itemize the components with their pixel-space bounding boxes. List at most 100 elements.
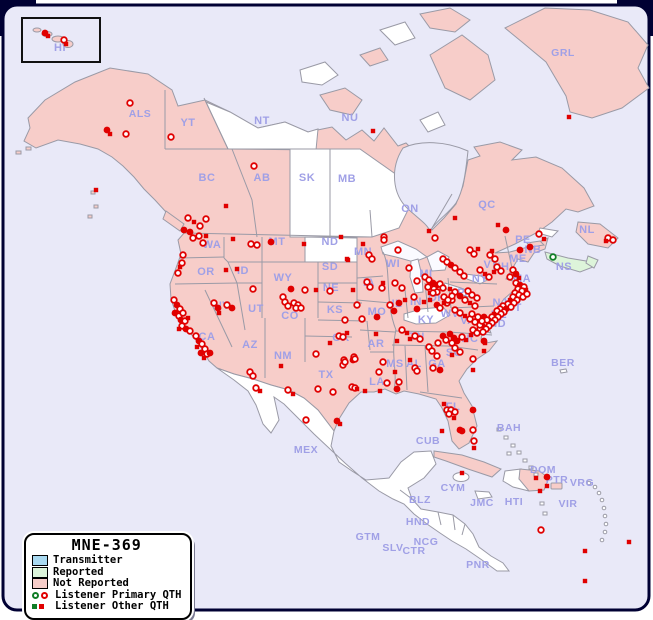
listener-primary-qth-marker xyxy=(122,130,130,138)
region-label-pe: PE xyxy=(515,234,531,246)
listener-primary-qth-marker xyxy=(537,526,545,534)
listener-other-qth-marker xyxy=(516,275,522,281)
listener-other-qth-marker xyxy=(544,483,550,489)
listener-primary-qth-marker xyxy=(395,378,403,386)
arctic-island xyxy=(419,111,446,133)
region-greenland xyxy=(504,7,650,119)
listener-primary-qth-marker xyxy=(170,296,178,304)
legend-row: Reported xyxy=(32,565,181,579)
region-label-mo: MO xyxy=(368,306,387,318)
listener-primary-qth-marker xyxy=(386,301,394,309)
listener-primary-qth-marker xyxy=(247,240,255,248)
listener-other-qth-marker xyxy=(290,391,296,397)
listener-other-qth-marker xyxy=(107,131,113,137)
listener-primary-qth-marker xyxy=(429,289,437,297)
listener-primary-qth-marker xyxy=(416,335,424,343)
legend-item-label: Reported xyxy=(53,565,104,578)
listener-primary-qth-marker xyxy=(448,339,456,347)
listener-primary-qth-marker xyxy=(476,266,484,274)
listener-primary-qth-marker xyxy=(353,301,361,309)
legend: MNE-369 Transmitter Reported Not Reported L… xyxy=(24,533,193,620)
listener-primary-qth-marker xyxy=(535,230,543,238)
listener-primary-qth-marker xyxy=(284,302,292,310)
listener-primary-qth-marker xyxy=(491,255,499,263)
listener-other-qth-marker xyxy=(533,475,539,481)
listener-other-qth-marker xyxy=(327,340,333,346)
listener-other-qth-marker xyxy=(362,388,368,394)
legend-item-label: Not Reported xyxy=(53,577,129,589)
region-label-dom: DOM xyxy=(530,464,556,476)
listener-primary-qth-marker xyxy=(473,294,481,302)
legend-title: MNE-369 xyxy=(71,536,142,554)
bahamas-islands xyxy=(496,427,548,516)
legend-items: Transmitter Reported Not Reported Listener … xyxy=(32,554,181,613)
listener-primary-qth-marker xyxy=(314,385,322,393)
region-label-mex: MEX xyxy=(294,444,318,456)
listener-primary-qth-marker xyxy=(398,326,406,334)
listener-primary-qth-marker xyxy=(378,284,386,292)
listener-other-qth-marker xyxy=(394,338,400,344)
region-label-id: ID xyxy=(237,265,249,277)
region-label-blz: BLZ xyxy=(409,494,431,506)
listener-primary-qth-marker xyxy=(249,285,257,293)
listener-other-qth-marker xyxy=(439,428,445,434)
listener-primary-qth-marker xyxy=(470,437,478,445)
legend-row: Listener Other QTH xyxy=(32,600,181,613)
region-label-ncg: NCG xyxy=(414,536,439,548)
listener-primary-qth-marker xyxy=(379,358,387,366)
listener-other-qth-marker xyxy=(468,332,474,338)
legend-glyph xyxy=(39,604,44,610)
listener-other-qth-marker xyxy=(360,241,366,247)
listener-primary-qth-marker xyxy=(184,214,192,222)
listener-marker-filled xyxy=(436,366,444,374)
cape-breton xyxy=(585,255,599,269)
listener-other-qth-marker xyxy=(45,33,51,39)
listener-primary-qth-marker xyxy=(479,328,487,336)
listener-primary-qth-marker xyxy=(363,278,371,286)
listener-marker-filled xyxy=(206,349,214,357)
region-label-als: ALS xyxy=(129,108,152,120)
listener-other-qth-marker xyxy=(449,352,455,358)
listener-primary-qth-marker xyxy=(451,306,459,314)
listener-other-qth-marker xyxy=(541,236,547,242)
listener-other-qth-marker xyxy=(377,388,383,394)
listener-other-qth-marker xyxy=(185,315,191,321)
listener-primary-qth-marker xyxy=(358,315,366,323)
listener-primary-qth-marker xyxy=(433,352,441,360)
legend-glyph xyxy=(41,591,48,599)
listener-other-qth-marker xyxy=(354,386,360,392)
listener-other-qth-marker xyxy=(471,445,477,451)
listener-primary-qth-marker xyxy=(456,348,464,356)
listener-primary-qth-marker xyxy=(469,355,477,363)
listener-other-qth-marker xyxy=(463,337,469,343)
listener-primary-qth-marker xyxy=(442,336,450,344)
listener-primary-qth-marker xyxy=(469,426,477,434)
region-label-mb: MB xyxy=(338,173,356,185)
region-bermuda xyxy=(559,368,568,374)
listener-primary-qth-marker xyxy=(126,99,134,107)
listener-other-qth-marker xyxy=(278,363,284,369)
region-jamaica xyxy=(474,490,493,500)
region-label-tx: TX xyxy=(318,369,333,381)
region-label-jmc: JMC xyxy=(470,497,494,509)
legend-row: Transmitter xyxy=(32,554,181,567)
listener-other-qth-marker xyxy=(380,280,386,286)
listener-primary-qth-marker xyxy=(460,272,468,280)
listener-other-qth-marker xyxy=(404,330,410,336)
listener-other-qth-marker xyxy=(566,114,572,120)
listener-primary-qth-marker xyxy=(444,296,452,304)
listener-other-qth-marker xyxy=(392,369,398,375)
listener-other-qth-marker xyxy=(482,271,488,277)
listener-primary-qth-marker xyxy=(351,355,359,363)
listener-primary-qth-marker xyxy=(523,290,531,298)
region-label-sd: SD xyxy=(322,261,338,273)
listener-primary-qth-marker xyxy=(253,241,261,249)
listener-primary-qth-marker xyxy=(471,318,479,326)
region-label-in: IN xyxy=(410,296,422,308)
listener-primary-qth-marker xyxy=(391,279,399,287)
region-label-vrg: VRG xyxy=(570,477,594,489)
region-label-bc: BC xyxy=(199,172,216,184)
listener-primary-qth-marker xyxy=(195,232,203,240)
listener-other-qth-marker xyxy=(230,236,236,242)
